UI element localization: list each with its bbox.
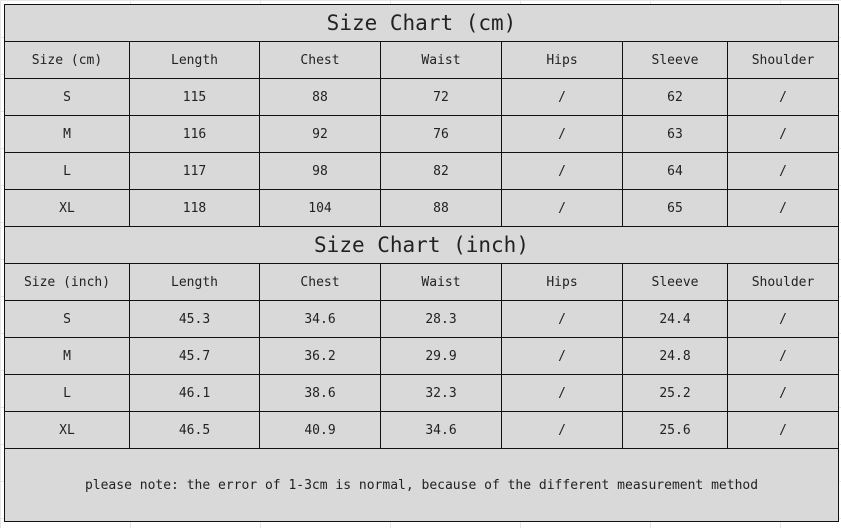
measurement-cell: 25.6 [622,411,728,449]
table-row: M 116 92 76/63/ [4,115,840,153]
measurement-cell: 62 [622,78,728,116]
measurement-cell: / [726,411,840,449]
measurement-cell: 24.8 [622,337,728,375]
measurement-cell: 64 [622,152,728,190]
measurement-cell: 32.3 [380,374,502,412]
measurement-cell: / [501,189,623,227]
size-label: S [4,300,130,338]
column-header: Sleeve [622,41,728,79]
measurement-cell: 46.1 [129,374,260,412]
measurement-cell: 82 [380,152,502,190]
chart-title: Size Chart (inch) [3,226,840,264]
measurement-cell: / [501,374,623,412]
measurement-cell: / [726,374,840,412]
measurement-cell: / [726,337,840,375]
size-label: M [4,115,130,153]
measurement-cell: / [726,78,840,116]
table-row: XL 118 104 88/65/ [4,189,840,227]
measurement-cell: 88 [380,189,502,227]
title-row: Size Chart (inch) [3,226,840,264]
header-row: Size (cm) Length Chest Waist Hips Sleeve Shoul… [4,41,840,79]
measurement-cell: 34.6 [259,300,381,338]
size-label: M [4,337,130,375]
measurement-cell: / [501,78,623,116]
measurement-cell: 34.6 [380,411,502,449]
measurement-cell: 40.9 [259,411,381,449]
column-header: Waist [380,41,502,79]
measurement-cell: 65 [622,189,728,227]
measurement-cell: 98 [259,152,381,190]
measurement-cell: 76 [380,115,502,153]
column-header: Length [129,263,260,301]
measurement-cell: / [726,152,840,190]
column-header: Hips [501,41,623,79]
column-header: Chest [259,263,381,301]
size-chart: Size Chart (cm) Size (cm) Length Chest Waist… [3,4,840,522]
measurement-cell: / [726,189,840,227]
measurement-cell: 38.6 [259,374,381,412]
measurement-cell: / [501,152,623,190]
measurement-cell: 46.5 [129,411,260,449]
size-label: S [4,78,130,116]
size-label: XL [4,411,130,449]
measurement-cell: / [501,300,623,338]
table-row: XL 46.5 40.9 34.6/25.6/ [4,411,840,449]
measurement-cell: 92 [259,115,381,153]
measurement-cell: 104 [259,189,381,227]
column-header: Waist [380,263,502,301]
column-header: Size (inch) [4,263,130,301]
column-header: Sleeve [622,263,728,301]
table-row: S 45.3 34.6 28.3/24.4/ [4,300,840,338]
table-row: M 45.7 36.2 29.9/24.8/ [4,337,840,375]
measurement-cell: 63 [622,115,728,153]
measurement-cell: 118 [129,189,260,227]
table-row: L 46.1 38.6 32.3/25.2/ [4,374,840,412]
column-header: Shoulder [726,263,840,301]
measurement-note: please note: the error of 1-3cm is norma… [3,448,840,522]
size-label: XL [4,189,130,227]
column-header: Chest [259,41,381,79]
measurement-cell: 116 [129,115,260,153]
measurement-cell: 45.7 [129,337,260,375]
column-header: Length [129,41,260,79]
measurement-cell: 24.4 [622,300,728,338]
measurement-cell: / [501,411,623,449]
measurement-cell: 29.9 [380,337,502,375]
measurement-cell: 45.3 [129,300,260,338]
measurement-cell: / [726,300,840,338]
measurement-cell: 72 [380,78,502,116]
size-label: L [4,152,130,190]
chart-title: Size Chart (cm) [3,4,840,42]
measurement-cell: 115 [129,78,260,116]
column-header: Size (cm) [4,41,130,79]
title-row: Size Chart (cm) [3,4,840,42]
measurement-cell: 28.3 [380,300,502,338]
size-label: L [4,374,130,412]
column-header: Hips [501,263,623,301]
measurement-cell: / [501,337,623,375]
column-header: Shoulder [726,41,840,79]
measurement-cell: / [726,115,840,153]
measurement-cell: / [501,115,623,153]
table-row: S 115 88 72/62/ [4,78,840,116]
measurement-cell: 36.2 [259,337,381,375]
measurement-cell: 117 [129,152,260,190]
measurement-cell: 88 [259,78,381,116]
table-row: L 117 98 82/64/ [4,152,840,190]
header-row: Size (inch) Length Chest Waist Hips Sleeve Sho… [4,263,840,301]
note-row: please note: the error of 1-3cm is norma… [3,448,840,522]
measurement-cell: 25.2 [622,374,728,412]
